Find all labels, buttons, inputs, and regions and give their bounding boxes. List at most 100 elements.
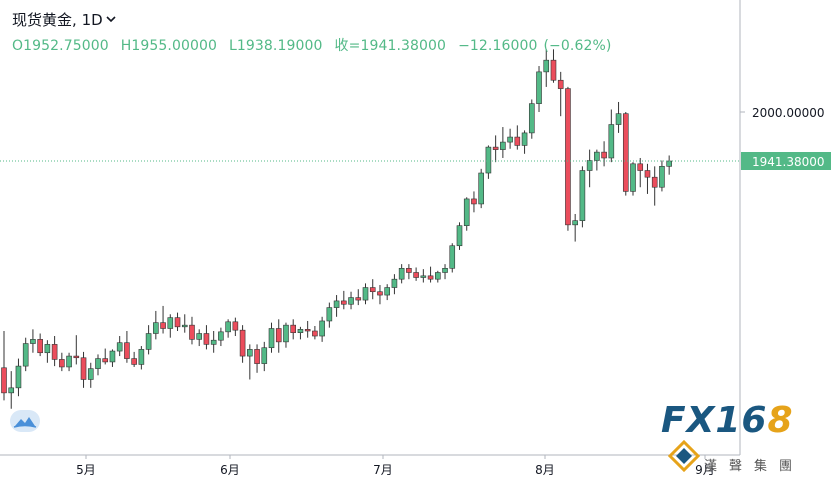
candle-body (290, 324, 297, 333)
candle-body (87, 368, 94, 380)
candle (167, 314, 174, 338)
candle-body (500, 141, 506, 150)
candle-body (637, 163, 644, 171)
candle-body (59, 359, 65, 368)
candle-body (261, 347, 268, 364)
candle-body (8, 387, 15, 394)
last-price-label: 1941.38000 (752, 155, 825, 169)
candle (427, 266, 434, 283)
candle (283, 322, 289, 348)
candle (239, 325, 246, 363)
candle-body (124, 342, 130, 359)
candle (594, 149, 600, 171)
candle-body (174, 317, 181, 328)
candle (326, 302, 333, 328)
candle (622, 112, 629, 196)
candle (557, 71, 564, 117)
interval-label[interactable]: 1D (81, 10, 103, 29)
candle (601, 141, 607, 167)
watermark-subtitle: 漢聲集團 (704, 459, 805, 474)
candle (145, 325, 152, 355)
candle (153, 310, 159, 340)
candle (268, 322, 275, 353)
candle (586, 149, 593, 188)
candle (362, 283, 369, 305)
candle (369, 279, 376, 300)
candle-body (189, 324, 195, 340)
symbol-header[interactable]: 现货黄金, 1D (12, 9, 116, 30)
candle-body (456, 225, 463, 247)
candle-body (355, 297, 362, 301)
candle-body (507, 136, 513, 143)
candle-body (102, 358, 109, 363)
candle-body (73, 355, 80, 359)
candle-body (586, 160, 593, 171)
candle (608, 109, 615, 163)
candle (485, 145, 492, 179)
candle-body (304, 329, 311, 332)
candle-body (594, 151, 600, 161)
candle-body (95, 358, 101, 369)
candle (15, 358, 22, 397)
candle (304, 320, 311, 338)
candle (543, 49, 550, 87)
candle-body (283, 324, 289, 343)
symbol-name[interactable]: 现货黄金 (12, 11, 73, 29)
header-separator: , (72, 10, 82, 29)
candle (247, 344, 253, 380)
candle (131, 351, 137, 367)
candle-body (312, 330, 318, 337)
candle-body (51, 344, 58, 360)
candle-body (239, 329, 246, 357)
candle-body (362, 287, 369, 301)
candle (275, 319, 282, 353)
candle (398, 264, 405, 284)
candle-body (37, 339, 43, 354)
candle (572, 213, 578, 242)
candle-body (369, 287, 376, 293)
chevron-down-icon[interactable] (106, 13, 116, 26)
candle-body (521, 132, 528, 146)
candle-body (492, 146, 499, 150)
last-price-badge (741, 152, 831, 170)
candle (442, 264, 448, 280)
candle-body (116, 342, 123, 352)
candle-body (247, 349, 253, 357)
ohlc-change: −12.16000 (458, 38, 538, 54)
candle-body (225, 321, 231, 333)
candle-body (427, 275, 434, 280)
candle (666, 155, 672, 175)
candle (456, 222, 463, 250)
candle-body (434, 272, 441, 280)
candle (348, 291, 354, 310)
candle-body (319, 320, 325, 337)
candle-body (413, 272, 419, 278)
ohlc-low: L1938.19000 (229, 38, 323, 54)
candle-body (167, 317, 174, 329)
candle-body (80, 357, 87, 380)
candle (189, 316, 195, 345)
candle (109, 349, 116, 367)
cloud-logo-icon[interactable] (10, 410, 40, 432)
candle-body (275, 328, 282, 343)
candle-body (478, 172, 484, 205)
candle (565, 86, 571, 231)
candle (413, 267, 419, 281)
time-tick-label: 7月 (373, 463, 393, 477)
candle (630, 162, 636, 196)
ohlc-change-pct: (−0.62%) (543, 38, 612, 54)
candle-body (550, 59, 557, 81)
candle-body (651, 176, 658, 188)
candle (492, 135, 499, 163)
candle (659, 160, 665, 192)
candle-body (485, 146, 492, 174)
candle-body (622, 113, 629, 192)
candle (463, 197, 470, 231)
candle-body (572, 220, 578, 226)
candle-body (557, 79, 564, 89)
candle-body (601, 151, 607, 159)
candle-body (131, 358, 137, 365)
candle (218, 327, 224, 347)
candle-body (44, 344, 51, 354)
